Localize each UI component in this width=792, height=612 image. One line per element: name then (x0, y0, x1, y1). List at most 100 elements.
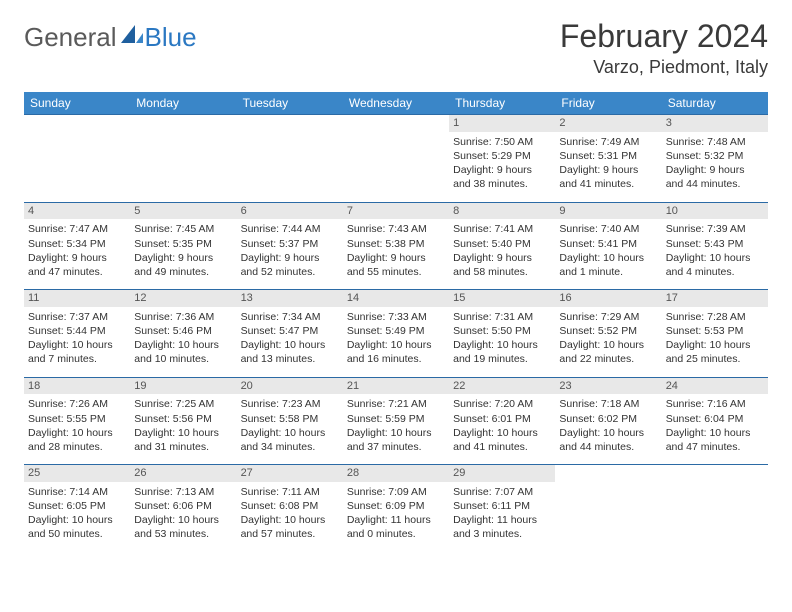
day-number: 21 (343, 378, 449, 395)
logo-sail-icon (121, 25, 143, 50)
daylight1-text: Daylight: 10 hours (241, 338, 339, 352)
daylight1-text: Daylight: 10 hours (241, 426, 339, 440)
month-title: February 2024 (560, 18, 768, 55)
sunset-text: Sunset: 6:01 PM (453, 412, 551, 426)
daylight1-text: Daylight: 10 hours (666, 338, 764, 352)
sunrise-text: Sunrise: 7:48 AM (666, 135, 764, 149)
calendar-cell: . (130, 115, 236, 203)
calendar-cell: 27 Sunrise: 7:11 AMSunset: 6:08 PMDayligh… (237, 465, 343, 552)
daylight2-text: and 37 minutes. (347, 440, 445, 454)
day-number: 19 (130, 378, 236, 395)
calendar-cell: . (555, 465, 661, 552)
calendar-cell: 12Sunrise: 7:36 AMSunset: 5:46 PMDayligh… (130, 290, 236, 378)
sunset-text: Sunset: 5:56 PM (134, 412, 232, 426)
calendar-cell: 25Sunrise: 7:14 AMSunset: 6:05 PMDayligh… (24, 465, 130, 552)
sunset-text: Sunset: 5:34 PM (28, 237, 126, 251)
sunrise-text: Sunrise: 7:37 AM (28, 310, 126, 324)
sunset-text: Sunset: 6:02 PM (559, 412, 657, 426)
sunset-text: Sunset: 5:55 PM (28, 412, 126, 426)
calendar-cell: 6Sunrise: 7:44 AMSunset: 5:37 PMDaylight… (237, 202, 343, 290)
day-number: 27 (237, 465, 343, 482)
day-number: 15 (449, 290, 555, 307)
daylight1-text: Daylight: 10 hours (28, 513, 126, 527)
daylight1-text: Daylight: 10 hours (28, 338, 126, 352)
calendar-row: 18Sunrise: 7:26 AMSunset: 5:55 PMDayligh… (24, 377, 768, 465)
sunset-text: Sunset: 5:40 PM (453, 237, 551, 251)
sunrise-text: Sunrise: 7:20 AM (453, 397, 551, 411)
sunrise-text: Sunrise: 7:09 AM (347, 485, 445, 499)
sunrise-text: Sunrise: 7:39 AM (666, 222, 764, 236)
sunset-text: Sunset: 5:32 PM (666, 149, 764, 163)
daylight1-text: Daylight: 10 hours (453, 338, 551, 352)
sunrise-text: Sunrise: 7:29 AM (559, 310, 657, 324)
daylight1-text: Daylight: 10 hours (666, 251, 764, 265)
daylight1-text: Daylight: 10 hours (28, 426, 126, 440)
calendar-cell: 13Sunrise: 7:34 AMSunset: 5:47 PMDayligh… (237, 290, 343, 378)
daylight1-text: Daylight: 10 hours (347, 338, 445, 352)
day-number: 3 (662, 115, 768, 132)
daylight1-text: Daylight: 9 hours (347, 251, 445, 265)
calendar-cell: 19Sunrise: 7:25 AMSunset: 5:56 PMDayligh… (130, 377, 236, 465)
sunset-text: Sunset: 6:05 PM (28, 499, 126, 513)
page-header: General Blue February 2024 Varzo, Piedmo… (24, 18, 768, 78)
daylight2-text: and 13 minutes. (241, 352, 339, 366)
sunset-text: Sunset: 5:38 PM (347, 237, 445, 251)
calendar-table: SundayMondayTuesdayWednesdayThursdayFrid… (24, 92, 768, 552)
daylight2-text: and 52 minutes. (241, 265, 339, 279)
calendar-cell: 22Sunrise: 7:20 AMSunset: 6:01 PMDayligh… (449, 377, 555, 465)
day-number: 22 (449, 378, 555, 395)
location-subtitle: Varzo, Piedmont, Italy (560, 57, 768, 78)
day-number: 1 (449, 115, 555, 132)
calendar-cell: 26Sunrise: 7:13 AMSunset: 6:06 PMDayligh… (130, 465, 236, 552)
daylight1-text: Daylight: 10 hours (241, 513, 339, 527)
daylight2-text: and 25 minutes. (666, 352, 764, 366)
sunrise-text: Sunrise: 7:16 AM (666, 397, 764, 411)
daylight1-text: Daylight: 10 hours (666, 426, 764, 440)
weekday-header: Thursday (449, 92, 555, 115)
calendar-row: 11Sunrise: 7:37 AMSunset: 5:44 PMDayligh… (24, 290, 768, 378)
daylight2-text: and 22 minutes. (559, 352, 657, 366)
day-number: 26 (130, 465, 236, 482)
sunrise-text: Sunrise: 7:25 AM (134, 397, 232, 411)
sunset-text: Sunset: 5:50 PM (453, 324, 551, 338)
calendar-cell: 8Sunrise: 7:41 AMSunset: 5:40 PMDaylight… (449, 202, 555, 290)
day-number: 17 (662, 290, 768, 307)
daylight2-text: and 44 minutes. (666, 177, 764, 191)
daylight2-text: and 41 minutes. (559, 177, 657, 191)
sunset-text: Sunset: 5:29 PM (453, 149, 551, 163)
daylight1-text: Daylight: 10 hours (134, 338, 232, 352)
calendar-cell: 24Sunrise: 7:16 AMSunset: 6:04 PMDayligh… (662, 377, 768, 465)
daylight2-text: and 47 minutes. (666, 440, 764, 454)
day-number: 11 (24, 290, 130, 307)
sunset-text: Sunset: 5:37 PM (241, 237, 339, 251)
sunset-text: Sunset: 5:47 PM (241, 324, 339, 338)
day-number: 7 (343, 203, 449, 220)
logo-text-blue: Blue (145, 22, 197, 53)
calendar-cell: 23Sunrise: 7:18 AMSunset: 6:02 PMDayligh… (555, 377, 661, 465)
calendar-cell: . (662, 465, 768, 552)
sunset-text: Sunset: 5:46 PM (134, 324, 232, 338)
sunset-text: Sunset: 6:08 PM (241, 499, 339, 513)
sunset-text: Sunset: 5:58 PM (241, 412, 339, 426)
calendar-cell: 9Sunrise: 7:40 AMSunset: 5:41 PMDaylight… (555, 202, 661, 290)
daylight2-text: and 58 minutes. (453, 265, 551, 279)
calendar-row: 4Sunrise: 7:47 AMSunset: 5:34 PMDaylight… (24, 202, 768, 290)
calendar-cell: 11Sunrise: 7:37 AMSunset: 5:44 PMDayligh… (24, 290, 130, 378)
weekday-header: Monday (130, 92, 236, 115)
sunset-text: Sunset: 5:49 PM (347, 324, 445, 338)
calendar-cell: 17Sunrise: 7:28 AMSunset: 5:53 PMDayligh… (662, 290, 768, 378)
calendar-cell: 15Sunrise: 7:31 AMSunset: 5:50 PMDayligh… (449, 290, 555, 378)
daylight2-text: and 44 minutes. (559, 440, 657, 454)
sunrise-text: Sunrise: 7:44 AM (241, 222, 339, 236)
sunrise-text: Sunrise: 7:28 AM (666, 310, 764, 324)
daylight2-text: and 34 minutes. (241, 440, 339, 454)
daylight2-text: and 47 minutes. (28, 265, 126, 279)
calendar-cell: 4Sunrise: 7:47 AMSunset: 5:34 PMDaylight… (24, 202, 130, 290)
sunrise-text: Sunrise: 7:49 AM (559, 135, 657, 149)
day-number: 24 (662, 378, 768, 395)
sunrise-text: Sunrise: 7:33 AM (347, 310, 445, 324)
day-number: 12 (130, 290, 236, 307)
daylight1-text: Daylight: 9 hours (666, 163, 764, 177)
logo: General Blue (24, 22, 197, 53)
sunrise-text: Sunrise: 7:11 AM (241, 485, 339, 499)
